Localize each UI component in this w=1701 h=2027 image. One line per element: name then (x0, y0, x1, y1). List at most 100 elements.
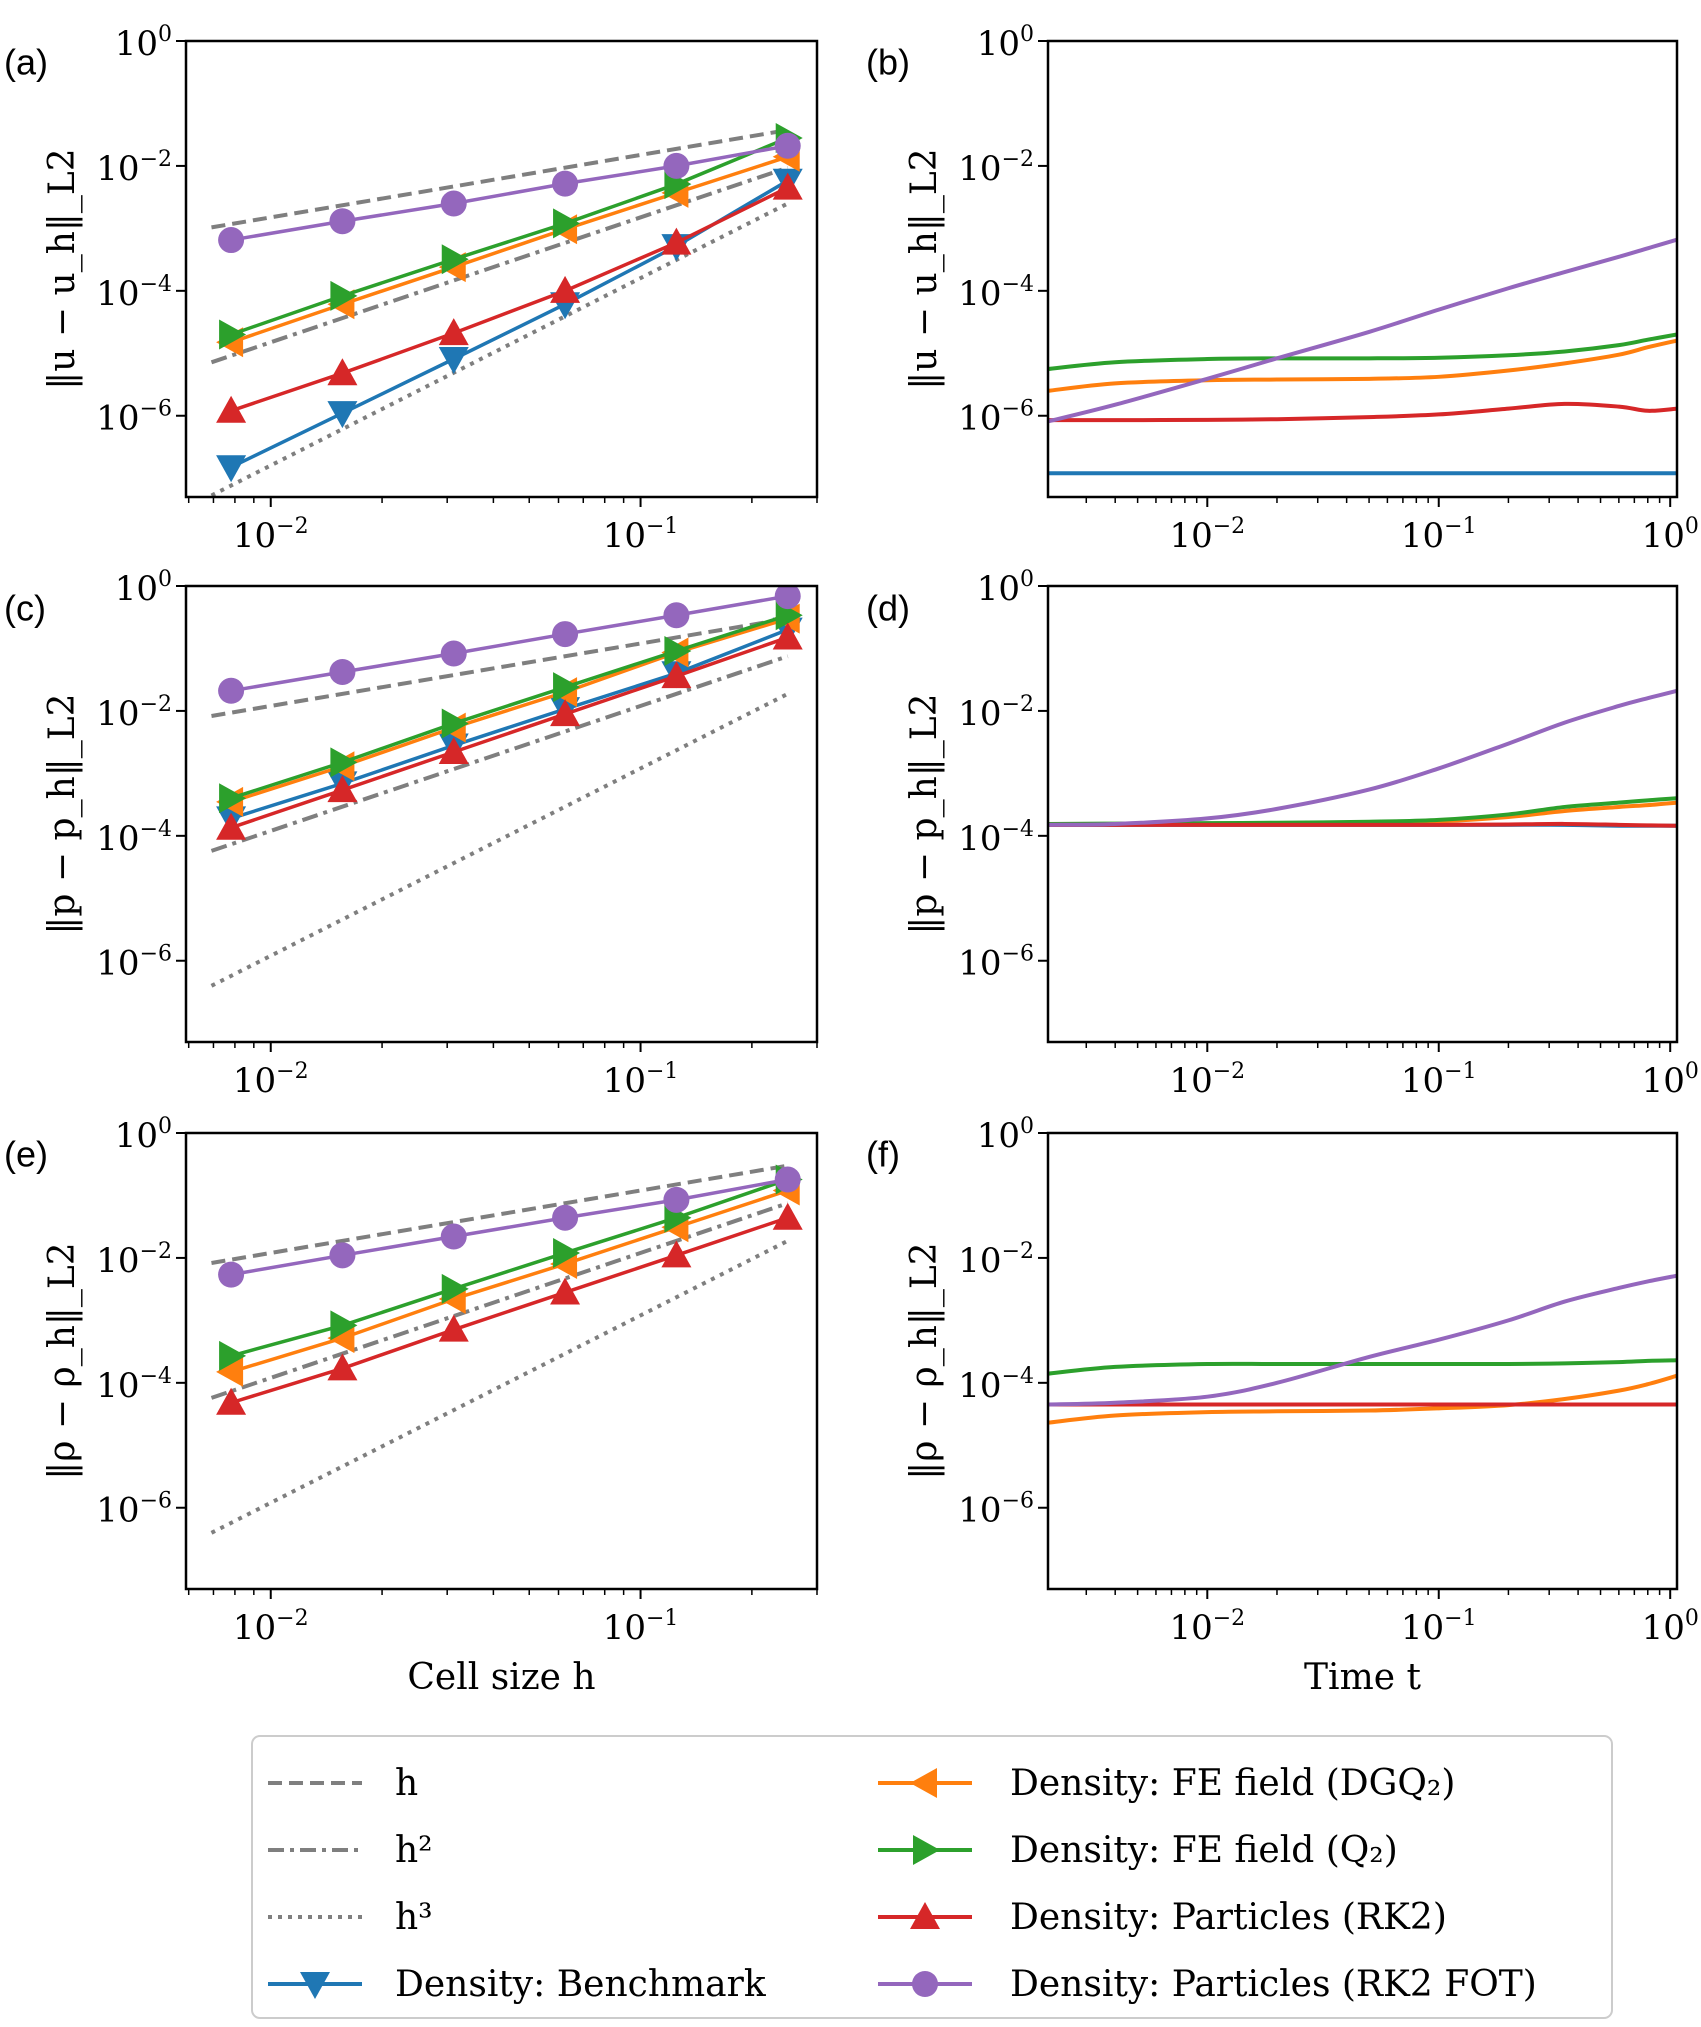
y-tick-label: 10−6 (96, 1489, 172, 1531)
legend-marker (300, 1972, 330, 1999)
data-point (327, 358, 358, 386)
y-tick-label: 100 (115, 22, 172, 64)
data-point (330, 280, 358, 311)
series-curve (1048, 821, 1677, 828)
y-tick-label: 100 (977, 1114, 1034, 1156)
y-tick-label: 10−2 (958, 147, 1034, 189)
reference-line-ref_h2 (210, 1201, 789, 1400)
panel-b: (b) ‖u − u_h‖_L2 10−2 10−1 100 100 10−2 10−4 10−… (866, 22, 1699, 556)
plot-frame (184, 1131, 819, 1591)
series-curve (1048, 338, 1677, 393)
x-tick-label: 10−2 (233, 1059, 309, 1101)
legend-label: h (395, 1763, 418, 1804)
x-tick-label: 100 (1642, 1059, 1699, 1101)
x-axis-label: Cell size h (407, 1657, 595, 1698)
series-rk2 (216, 172, 803, 423)
x-tick-label: 10−2 (233, 514, 309, 556)
x-tick-label: 10−2 (1169, 514, 1245, 556)
panel-f: (f) ‖ρ − ρ_h‖_L2 Time t 10−2 10−1 100 100 10−2 1… (866, 1114, 1699, 1698)
data-point (216, 812, 247, 840)
data-point (552, 1204, 579, 1231)
legend-item-dgq2: Density: FE field (DGQ₂) (878, 1763, 1455, 1804)
plot-frame (1046, 584, 1679, 1044)
y-tick-label: 10−2 (958, 1239, 1034, 1281)
series-curve (1048, 237, 1677, 424)
x-tick-label: 100 (1642, 514, 1699, 556)
series-rk2fot (218, 132, 801, 254)
data-point (216, 395, 247, 423)
data-point (329, 208, 356, 235)
data-point (327, 775, 358, 803)
legend-item-ref_h: h (268, 1763, 418, 1804)
series-rk2fot (1048, 688, 1677, 827)
series-q2 (1048, 332, 1677, 372)
panel-letter: (e) (4, 1133, 48, 1174)
data-point (219, 1340, 247, 1371)
data-point (218, 227, 245, 254)
y-tick-label: 10−4 (958, 272, 1034, 314)
series-line (230, 186, 789, 413)
series-curve (1048, 332, 1677, 372)
y-axis-label: ‖ρ − ρ_h‖_L2 (42, 1242, 83, 1479)
panel-c: (c) ‖p − p_h‖_L2 10−2 10−1 100 10−2 10−4 10−6 (4, 567, 819, 1101)
reference-line-ref_h (211, 1163, 789, 1265)
data-point (553, 208, 581, 239)
series-dgq2 (1048, 1373, 1677, 1425)
data-point (327, 1353, 358, 1381)
legend-label: h² (395, 1830, 433, 1871)
data-point (440, 640, 467, 667)
plot-frame (184, 584, 819, 1044)
legend-item-rk2: Density: Particles (RK2) (878, 1897, 1447, 1938)
y-tick-label: 10−4 (958, 1364, 1034, 1406)
series-curve (1048, 1373, 1677, 1425)
panel-letter: (d) (866, 587, 910, 628)
data-point (661, 1240, 692, 1268)
y-tick-label: 10−2 (96, 1239, 172, 1281)
legend-label: Density: FE field (DGQ₂) (1010, 1763, 1455, 1804)
series-rk2fot (218, 586, 801, 704)
data-point (441, 708, 469, 739)
legend-label: h³ (395, 1897, 433, 1938)
series-curve (1048, 688, 1677, 827)
y-tick-label: 100 (977, 22, 1034, 64)
x-axis-label: Time t (1304, 1657, 1421, 1698)
data-point (441, 244, 469, 275)
legend-marker (910, 1768, 937, 1798)
y-tick-label: 10−2 (958, 692, 1034, 734)
data-point (440, 190, 467, 217)
data-point (661, 661, 692, 689)
x-tick-label: 10−1 (1401, 1059, 1477, 1101)
series-line (230, 594, 789, 693)
x-tick-label: 10−1 (603, 1606, 679, 1648)
series-line (230, 1177, 789, 1358)
series-q2 (219, 600, 803, 814)
data-point (219, 319, 247, 350)
reference-line-ref_h3 (210, 692, 789, 988)
legend: h h² h³ Density: Benchmark Density: FE field… (251, 1735, 1613, 2019)
series-rk2 (1048, 401, 1677, 423)
data-point (772, 1202, 803, 1230)
data-point (664, 636, 692, 667)
series-line (230, 155, 789, 344)
reference-line-ref_h2 (210, 165, 789, 365)
series-benchmark (216, 617, 803, 834)
series-curve (1048, 401, 1677, 423)
reference-line-ref_h (211, 128, 789, 230)
series-line (230, 1188, 789, 1374)
x-tick-label: 10−2 (233, 1606, 309, 1648)
data-point (774, 1166, 801, 1193)
legend-label: Density: Particles (RK2 FOT) (1010, 1964, 1537, 2005)
data-point (218, 677, 245, 704)
series-line (230, 635, 789, 830)
data-point (774, 132, 801, 159)
y-tick-label: 10−4 (96, 272, 172, 314)
y-tick-label: 10−6 (96, 397, 172, 439)
y-tick-label: 100 (977, 567, 1034, 609)
series-rk2fot (1048, 237, 1677, 424)
legend-item-benchmark: Density: Benchmark (268, 1964, 767, 2005)
y-axis-label: ‖p − p_h‖_L2 (904, 693, 945, 934)
data-point (663, 1186, 690, 1213)
data-point (219, 783, 247, 814)
x-tick-label: 10−1 (1401, 1606, 1477, 1648)
series-dgq2 (216, 141, 800, 358)
